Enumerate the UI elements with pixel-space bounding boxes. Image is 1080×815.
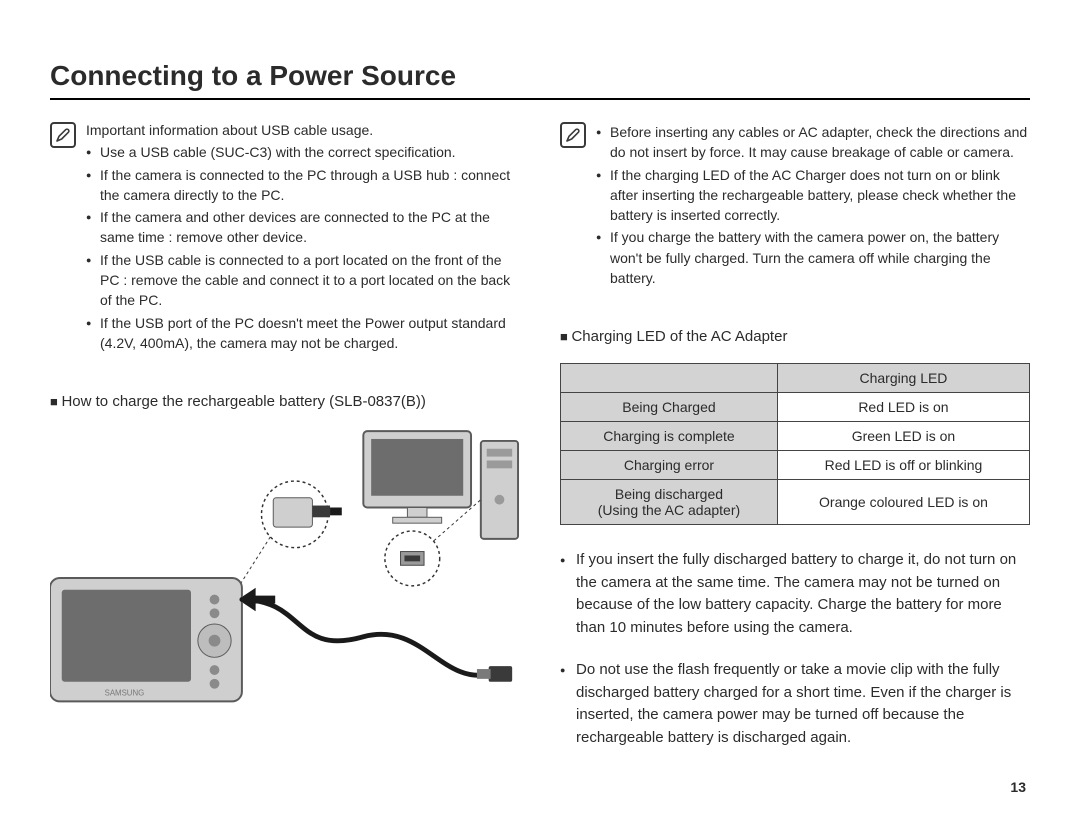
table-row: Charging error Red LED is off or blinkin… [561, 451, 1030, 480]
safety-info-body: Before inserting any cables or AC adapte… [596, 120, 1030, 288]
table-row: Charging LED [561, 364, 1030, 393]
table-cell-state: Charging error [561, 451, 778, 480]
usb-port-zoom-icon [385, 500, 481, 586]
note-icon [560, 122, 586, 148]
bottom-notes: If you insert the fully discharged batte… [560, 549, 1030, 749]
page-number: 13 [1010, 779, 1026, 795]
led-table-title: Charging LED of the AC Adapter [560, 328, 1030, 345]
bottom-note: Do not use the flash frequently or take … [560, 659, 1030, 749]
table-row: Being Charged Red LED is on [561, 393, 1030, 422]
bottom-note: If you insert the fully discharged batte… [560, 549, 1030, 639]
usb-info-item: Use a USB cable (SUC-C3) with the correc… [86, 142, 520, 162]
table-header-led: Charging LED [777, 364, 1029, 393]
note-icon [50, 122, 76, 148]
pc-tower-icon [481, 441, 518, 539]
usb-info-item: If the USB cable is connected to a port … [86, 250, 520, 311]
table-row: Being discharged (Using the AC adapter) … [561, 480, 1030, 525]
usb-info-item: If the camera is connected to the PC thr… [86, 165, 520, 206]
usb-info-list: Use a USB cable (SUC-C3) with the correc… [86, 142, 520, 353]
safety-info-item: Before inserting any cables or AC adapte… [596, 122, 1030, 163]
svg-text:SAMSUNG: SAMSUNG [105, 689, 145, 698]
table-cell-led: Orange coloured LED is on [777, 480, 1029, 525]
usb-info-item: If the USB port of the PC doesn't meet t… [86, 313, 520, 354]
right-column: Before inserting any cables or AC adapte… [560, 120, 1030, 769]
table-cell-led: Red LED is on [777, 393, 1029, 422]
usb-info-item: If the camera and other devices are conn… [86, 207, 520, 248]
table-cell-state: Being discharged (Using the AC adapter) [561, 480, 778, 525]
table-cell-led: Red LED is off or blinking [777, 451, 1029, 480]
left-column: Important information about USB cable us… [50, 120, 520, 769]
safety-info-item: If the charging LED of the AC Charger do… [596, 165, 1030, 226]
monitor-icon [363, 431, 471, 523]
table-cell-state: Being Charged [561, 393, 778, 422]
safety-info-box: Before inserting any cables or AC adapte… [560, 120, 1030, 288]
usb-plug-icon [477, 666, 512, 682]
usb-info-lead: Important information about USB cable us… [86, 120, 520, 140]
table-header-empty [561, 364, 778, 393]
usb-cable-icon [242, 600, 491, 676]
charging-led-table: Charging LED Being Charged Red LED is on… [560, 363, 1030, 525]
charge-howto-title: How to charge the rechargeable battery (… [50, 393, 520, 410]
usb-info-box: Important information about USB cable us… [50, 120, 520, 353]
camera-icon: SAMSUNG [50, 578, 242, 701]
table-cell-state: Charging is complete [561, 422, 778, 451]
charging-diagram: SAMSUNG [50, 428, 520, 728]
safety-info-list: Before inserting any cables or AC adapte… [596, 122, 1030, 288]
page-title: Connecting to a Power Source [50, 60, 1030, 100]
table-cell-led: Green LED is on [777, 422, 1029, 451]
table-row: Charging is complete Green LED is on [561, 422, 1030, 451]
two-column-layout: Important information about USB cable us… [50, 120, 1030, 769]
camera-connector-zoom-icon [238, 481, 342, 588]
usb-info-body: Important information about USB cable us… [86, 120, 520, 353]
safety-info-item: If you charge the battery with the camer… [596, 227, 1030, 288]
